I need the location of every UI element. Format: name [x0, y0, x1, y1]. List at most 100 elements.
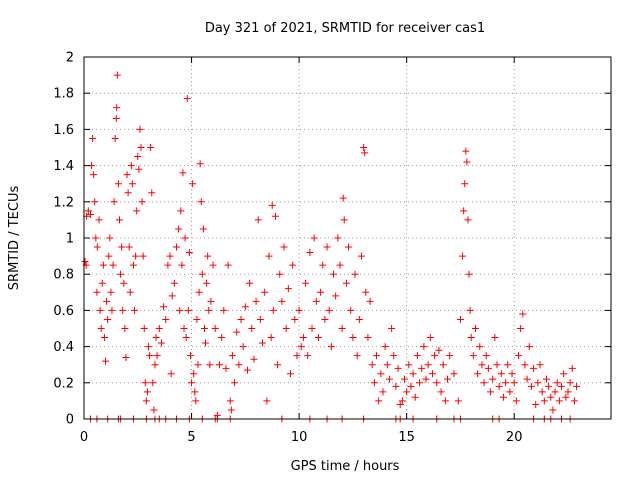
data-point — [113, 71, 121, 79]
data-point — [125, 243, 133, 251]
data-point — [216, 361, 224, 369]
data-point — [411, 393, 419, 401]
data-point — [555, 397, 563, 405]
x-tick-label: 0 — [80, 430, 88, 445]
data-point — [493, 361, 501, 369]
data-point — [183, 95, 191, 103]
data-point — [175, 225, 183, 233]
data-point — [252, 297, 260, 305]
data-point — [231, 379, 239, 387]
data-point — [368, 361, 376, 369]
data-point — [197, 198, 205, 206]
data-point — [551, 388, 559, 396]
data-point — [211, 325, 219, 332]
data-point — [461, 180, 469, 188]
data-point — [209, 261, 217, 269]
data-point — [370, 379, 378, 387]
data-point — [246, 279, 254, 287]
data-point — [297, 343, 305, 351]
data-point — [204, 252, 212, 260]
data-point — [525, 343, 533, 351]
data-point — [108, 306, 116, 314]
data-point — [441, 397, 449, 405]
data-point — [137, 144, 145, 151]
data-point — [339, 194, 347, 202]
data-point — [235, 361, 243, 369]
data-point — [345, 243, 353, 251]
data-point — [560, 370, 568, 378]
data-point — [517, 325, 525, 332]
data-point — [474, 370, 482, 378]
data-point — [261, 288, 269, 296]
data-point — [115, 216, 123, 224]
data-point — [566, 379, 574, 387]
data-point — [256, 315, 264, 323]
data-point — [278, 297, 286, 305]
data-point — [357, 252, 365, 260]
data-point — [540, 397, 548, 405]
data-point — [428, 370, 436, 378]
data-point — [142, 397, 150, 405]
data-point — [330, 270, 338, 278]
data-point — [349, 334, 357, 342]
data-point — [107, 288, 115, 296]
data-point — [564, 388, 572, 396]
data-point — [433, 379, 441, 387]
data-point — [426, 334, 434, 342]
data-point — [536, 361, 544, 369]
data-point — [199, 225, 207, 233]
y-tick-label: 1.4 — [53, 159, 74, 174]
data-point — [340, 216, 348, 224]
data-point — [81, 258, 89, 266]
data-point — [570, 397, 578, 405]
data-point — [476, 343, 484, 351]
data-point — [282, 325, 290, 332]
data-point — [347, 306, 355, 314]
data-point — [196, 160, 204, 168]
data-point — [527, 382, 535, 390]
data-point — [482, 352, 490, 360]
data-point — [198, 270, 206, 278]
data-point — [573, 382, 581, 390]
data-point — [265, 252, 273, 260]
data-point — [157, 339, 165, 347]
data-point — [462, 147, 470, 155]
data-point — [523, 375, 531, 383]
data-point — [499, 393, 507, 401]
data-point — [469, 352, 477, 360]
data-point — [375, 397, 383, 405]
data-point — [192, 397, 200, 405]
data-point — [521, 361, 529, 369]
data-point — [97, 325, 105, 332]
data-point — [291, 315, 299, 323]
data-point — [504, 361, 512, 369]
data-point — [413, 352, 421, 360]
data-point — [542, 375, 550, 383]
data-point — [104, 315, 112, 323]
x-axis-label: GPS time / hours — [291, 459, 400, 474]
data-point — [164, 261, 172, 269]
data-point — [181, 234, 189, 242]
data-point — [224, 261, 232, 269]
data-point — [304, 352, 312, 360]
data-point — [271, 212, 279, 220]
data-point — [241, 303, 249, 311]
data-point — [184, 306, 192, 314]
data-point — [385, 375, 393, 383]
data-point — [299, 334, 307, 342]
data-point — [148, 189, 156, 197]
data-point — [206, 361, 214, 369]
data-point — [302, 279, 310, 287]
data-point — [140, 325, 148, 332]
data-point — [202, 339, 210, 347]
data-point — [332, 292, 340, 300]
data-point — [250, 355, 258, 363]
data-point — [532, 401, 540, 409]
data-point — [160, 303, 168, 311]
data-point — [435, 346, 443, 354]
data-point — [138, 198, 146, 206]
data-point — [93, 288, 101, 296]
data-point — [487, 388, 495, 396]
data-point — [111, 134, 119, 142]
